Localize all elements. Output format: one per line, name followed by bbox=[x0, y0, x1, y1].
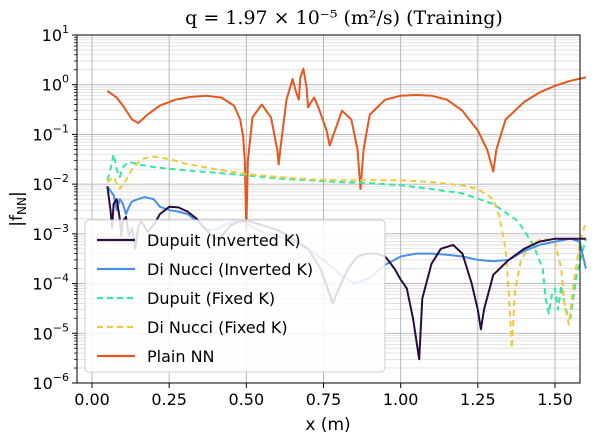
x-tick-label: 1.00 bbox=[383, 390, 419, 409]
y-ticks: 101 100 10−1 10−2 10−3 10−4 10−5 10−6 bbox=[32, 23, 77, 393]
x-tick-label: 0.00 bbox=[74, 390, 110, 409]
chart-title: q = 1.97 × 10⁻⁵ (m²/s) (Training) bbox=[185, 7, 503, 29]
legend-label: Di Nucci (Fixed K) bbox=[147, 318, 288, 337]
x-tick-label: 1.50 bbox=[537, 390, 573, 409]
x-axis-label: x (m) bbox=[305, 415, 350, 435]
y-axis-label: |fNN| bbox=[7, 191, 29, 226]
x-tick-label: 0.75 bbox=[306, 390, 342, 409]
plot-frame bbox=[76, 34, 581, 384]
series-line-di-nucci-fixed-k bbox=[106, 155, 587, 350]
y-tick-label: 10−5 bbox=[32, 321, 69, 343]
legend-box bbox=[84, 219, 386, 373]
x-ticks: 0.00 0.25 0.50 0.75 1.00 1.25 1.50 bbox=[74, 383, 573, 409]
legend-label: Plain NN bbox=[147, 347, 215, 366]
y-tick-label: 10−1 bbox=[32, 122, 69, 144]
y-tick-label: 10−6 bbox=[32, 371, 69, 393]
legend-label: Di Nucci (Inverted K) bbox=[147, 260, 313, 279]
y-tick-label: 10−3 bbox=[32, 222, 69, 244]
y-tick-label: 10−4 bbox=[32, 272, 69, 294]
x-tick-label: 0.25 bbox=[151, 390, 187, 409]
series-line-plain-nn bbox=[106, 67, 587, 231]
x-tick-label: 1.25 bbox=[460, 390, 496, 409]
legend-label: Dupuit (Inverted K) bbox=[147, 231, 301, 250]
y-tick-label: 100 bbox=[42, 73, 69, 95]
y-axis-label-text: |fNN| bbox=[7, 191, 29, 226]
y-tick-label: 10−2 bbox=[32, 172, 69, 194]
legend: Dupuit (Inverted K) Di Nucci (Inverted K)… bbox=[84, 219, 386, 373]
x-tick-label: 0.50 bbox=[229, 390, 265, 409]
legend-label: Dupuit (Fixed K) bbox=[147, 289, 275, 308]
y-tick-label: 101 bbox=[42, 23, 69, 45]
series-line-dupuit-fixed-k bbox=[106, 153, 587, 320]
